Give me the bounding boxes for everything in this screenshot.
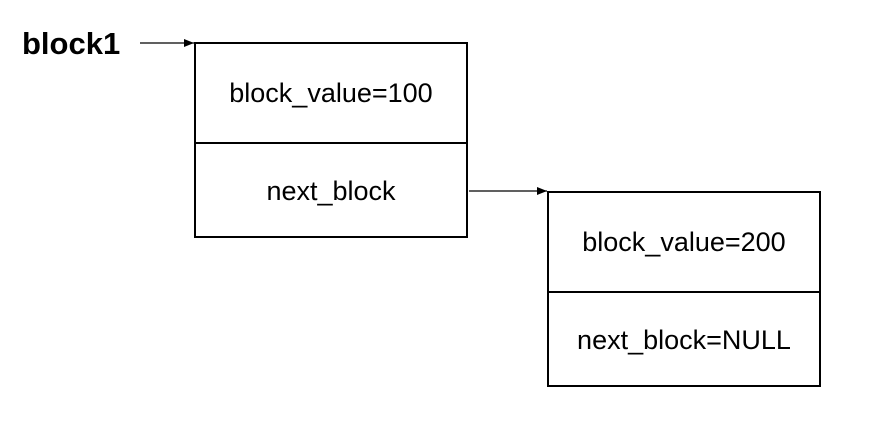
block-2-next-field: next_block=NULL	[549, 291, 819, 387]
block-node-1: block_value=100 next_block	[194, 42, 468, 238]
block-1-next-field: next_block	[196, 142, 466, 238]
block-2-value-field: block_value=200	[582, 226, 786, 257]
block-1-value-field: block_value=100	[229, 77, 433, 108]
block-node-2: block_value=200 next_block=NULL	[547, 191, 821, 387]
head-pointer-label: block1	[22, 26, 121, 61]
